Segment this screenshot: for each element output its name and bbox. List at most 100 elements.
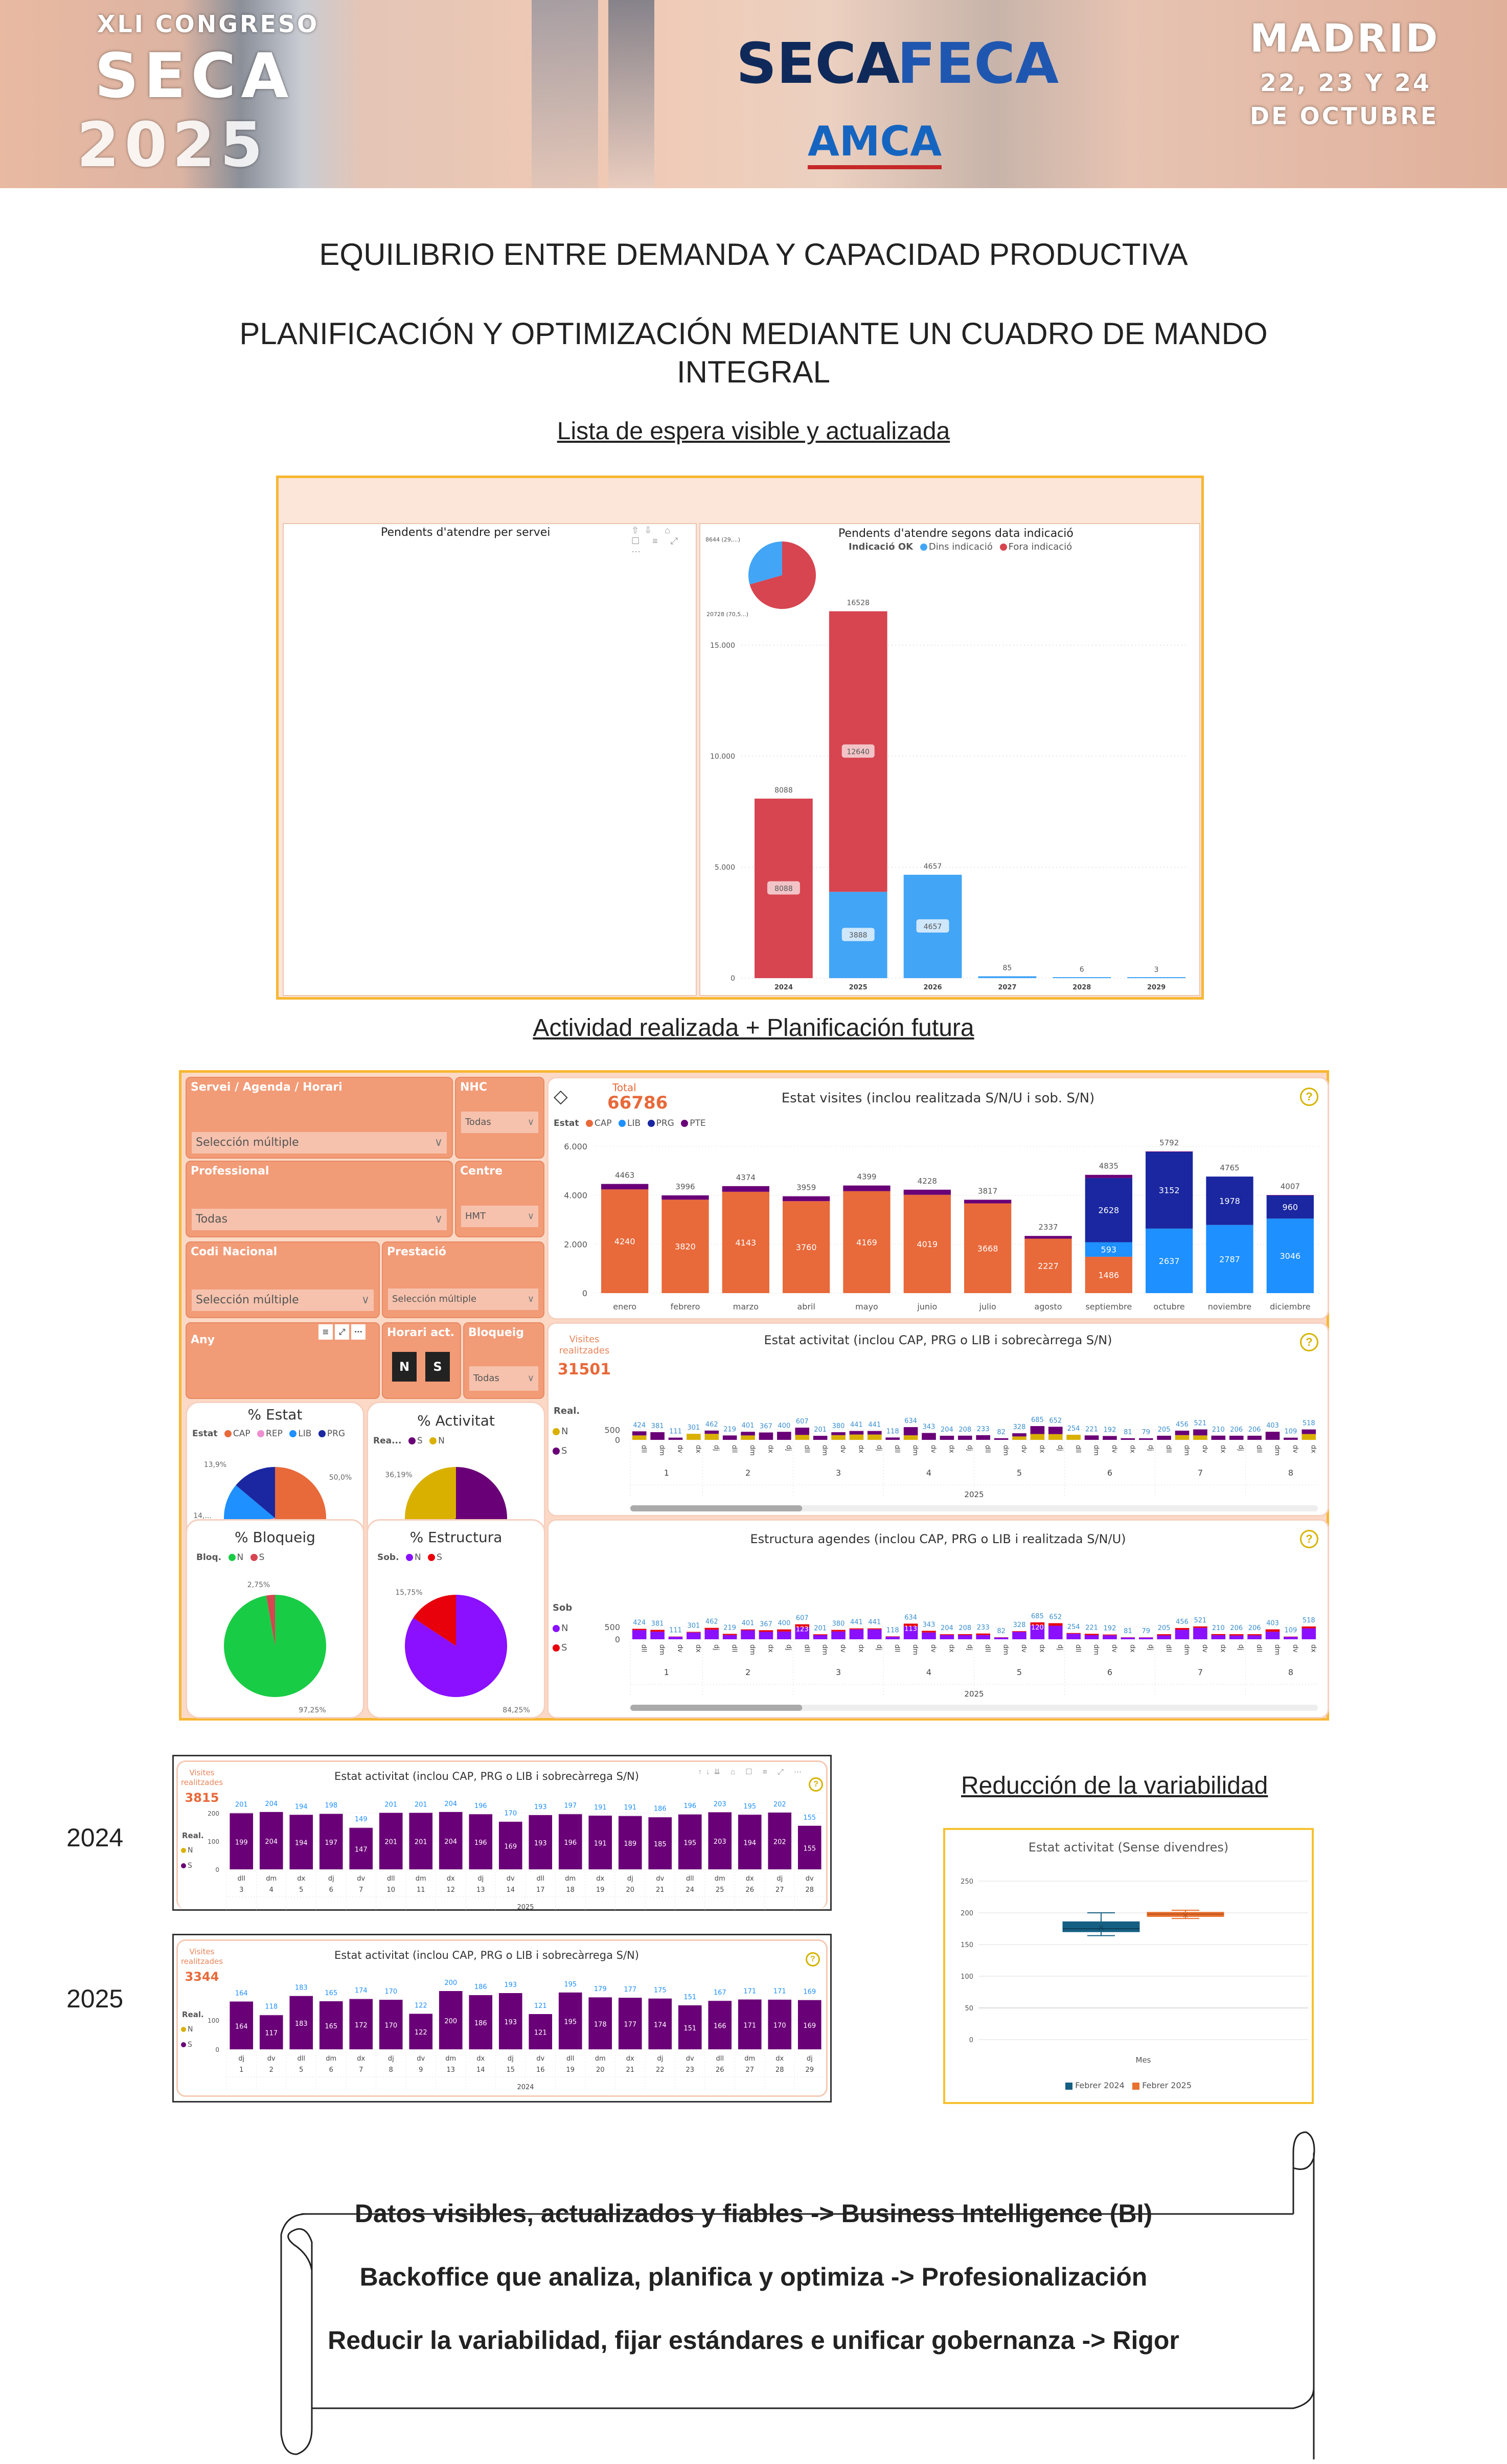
bar-segment-s	[922, 1631, 936, 1633]
legend-rep[interactable]: REP	[266, 1429, 283, 1439]
help-icon[interactable]: ?	[809, 1777, 823, 1792]
legend-febrer-2024[interactable]: Febrer 2024	[1075, 2081, 1125, 2090]
focus-mode-icon[interactable]: ⤢	[335, 1324, 349, 1340]
legend-s[interactable]: S	[417, 1436, 423, 1446]
legend-n[interactable]: N	[438, 1436, 445, 1446]
slicer-prestacio-dropdown[interactable]: Selección múltiple ∨	[388, 1288, 538, 1310]
bar-segment-n	[976, 1635, 991, 1639]
legend-n[interactable]: N	[414, 1552, 421, 1563]
bar-segment-n	[687, 1632, 701, 1639]
legend-s[interactable]: S	[181, 2041, 192, 2049]
bar-segment-cap	[903, 1194, 951, 1293]
x-tick-day: dll	[640, 1445, 648, 1453]
horari-option-n[interactable]: N	[392, 1352, 417, 1382]
x-tick-date: 13	[476, 1886, 485, 1894]
bar-total-label: 208	[958, 1426, 971, 1434]
bar-segment-n	[831, 1631, 846, 1639]
x-tick-date: 15	[506, 2066, 515, 2074]
legend-s[interactable]: S	[553, 1642, 567, 1653]
legend-cap[interactable]: CAP	[594, 1118, 612, 1128]
visual-header-icons[interactable]: ⇧⇩ ⌂ ☐ ≡ ⤢ ⋯	[631, 525, 683, 557]
bar-segment-n	[1138, 1637, 1153, 1639]
x-tick-week: 1	[664, 1468, 669, 1478]
x-tick-day: dj	[966, 1445, 973, 1451]
legend-n[interactable]: N	[237, 1552, 244, 1563]
bar-total-label: 183	[295, 1984, 308, 1992]
legend-cap[interactable]: CAP	[233, 1429, 250, 1439]
legend-n[interactable]: N	[553, 1623, 568, 1634]
bar-segment-s	[885, 1636, 900, 1637]
legend-n[interactable]: N	[553, 1426, 568, 1437]
legend-febrer-2025[interactable]: Febrer 2025	[1142, 2081, 1192, 2090]
visual-header-icons[interactable]: ↑↓⇊ ⌂ ☐ ≡ ⤢ ⋯	[698, 1768, 806, 1776]
bar-segment-label: 117	[265, 2030, 278, 2038]
slicer-bloqueig-label: Bloqueig	[468, 1326, 524, 1339]
legend-prg[interactable]: PRG	[327, 1429, 346, 1439]
more-options-icon[interactable]: ⋯	[351, 1324, 366, 1340]
legend-s[interactable]: S	[437, 1552, 442, 1563]
filter-icon[interactable]: ≡	[318, 1324, 333, 1340]
help-icon[interactable]: ?	[1300, 1088, 1318, 1106]
x-tick-day: dm	[821, 1445, 829, 1456]
legend-lib[interactable]: LIB	[627, 1118, 641, 1128]
slicer-centre-dropdown[interactable]: HMT ∨	[461, 1206, 538, 1227]
x-tick-day: dll	[566, 2055, 574, 2063]
legend-fora[interactable]: Fora indicació	[1008, 541, 1072, 552]
legend-n[interactable]: N	[181, 1846, 193, 1855]
legend-prg[interactable]: PRG	[656, 1118, 674, 1128]
eraser-icon[interactable]: ◇	[554, 1086, 568, 1106]
bar-total-label: 118	[886, 1428, 899, 1435]
estat-visites-chart: 0 2.000 4.000 6.000 4240 4463 enero 3820 3996 feb…	[564, 1138, 1320, 1312]
bar-segment-s	[1193, 1429, 1207, 1436]
pie-slice-label: 2,75%	[247, 1581, 270, 1589]
legend-swatch-2025	[1132, 2082, 1140, 2090]
x-tick-day: dx	[766, 1445, 774, 1453]
legend-lib[interactable]: LIB	[298, 1429, 312, 1439]
x-tick-day: dm	[1273, 1445, 1281, 1456]
bar-segment-s	[498, 1822, 522, 1869]
bar-segment-pte	[601, 1184, 649, 1190]
slicer-codi-dropdown[interactable]: Selección múltiple ∨	[192, 1290, 374, 1311]
bar-segment-s	[1229, 1435, 1244, 1440]
bar-segment-label: 223	[1067, 1643, 1080, 1651]
x-tick-day: dll	[730, 1644, 738, 1652]
help-icon[interactable]: ?	[1300, 1530, 1318, 1548]
scrollbar-thumb[interactable]	[630, 1705, 803, 1711]
help-icon[interactable]: ?	[1300, 1333, 1318, 1351]
bar-segment-label: 2787	[1219, 1254, 1240, 1264]
legend-pte[interactable]: PTE	[690, 1118, 706, 1128]
x-tick-day: dv	[267, 2055, 276, 2063]
bar-total-label: 175	[654, 1986, 667, 1994]
slicer-professional-dropdown[interactable]: Todas ∨	[192, 1209, 447, 1230]
bar-segment-n	[1030, 1625, 1045, 1639]
bar-total-label: 195	[564, 1981, 577, 1988]
x-tick-day: dv	[839, 1445, 847, 1453]
slicer-nhc-dropdown[interactable]: Todas ∨	[461, 1112, 538, 1133]
legend-dins[interactable]: Dins indicació	[928, 541, 993, 552]
horari-option-s[interactable]: S	[425, 1352, 450, 1382]
bar-segment-cap	[964, 1203, 1012, 1293]
slicer-prestacio-value: Selección múltiple	[392, 1294, 477, 1304]
x-tick-label: marzo	[733, 1302, 759, 1312]
congress-banner: XLI CONGRESO SECA 2025 SECA FECA AMCA MA…	[0, 0, 1507, 188]
bar-total-label: 16528	[847, 599, 870, 607]
bar-total-label: 186	[474, 1983, 487, 1991]
scrollbar-thumb[interactable]	[630, 1505, 803, 1511]
legend-s[interactable]: S	[181, 1862, 192, 1870]
slicer-bloqueig-dropdown[interactable]: Todas ∨	[469, 1366, 538, 1391]
help-icon[interactable]: ?	[806, 1952, 820, 1966]
x-tick-date: 11	[417, 1886, 425, 1894]
bar-total-label: 111	[669, 1627, 682, 1635]
bar-segment-s	[1247, 1435, 1262, 1440]
bar-segment-s	[940, 1634, 954, 1635]
bar-total-label: 301	[687, 1424, 700, 1432]
x-tick-day: dx	[1309, 1445, 1317, 1453]
bar-segment-label: 164	[235, 2023, 248, 2030]
legend-n[interactable]: N	[181, 2025, 193, 2033]
legend-s[interactable]: S	[259, 1552, 265, 1563]
x-tick-day: dx	[1219, 1644, 1226, 1653]
legend-s[interactable]: S	[553, 1445, 567, 1456]
compare-top-chart: 0100200199201dll3204204dm4194194dx519719…	[208, 1800, 825, 1910]
slicer-servei-dropdown[interactable]: Selección múltiple ∨	[192, 1132, 447, 1154]
x-tick-day: dx	[357, 2055, 365, 2063]
